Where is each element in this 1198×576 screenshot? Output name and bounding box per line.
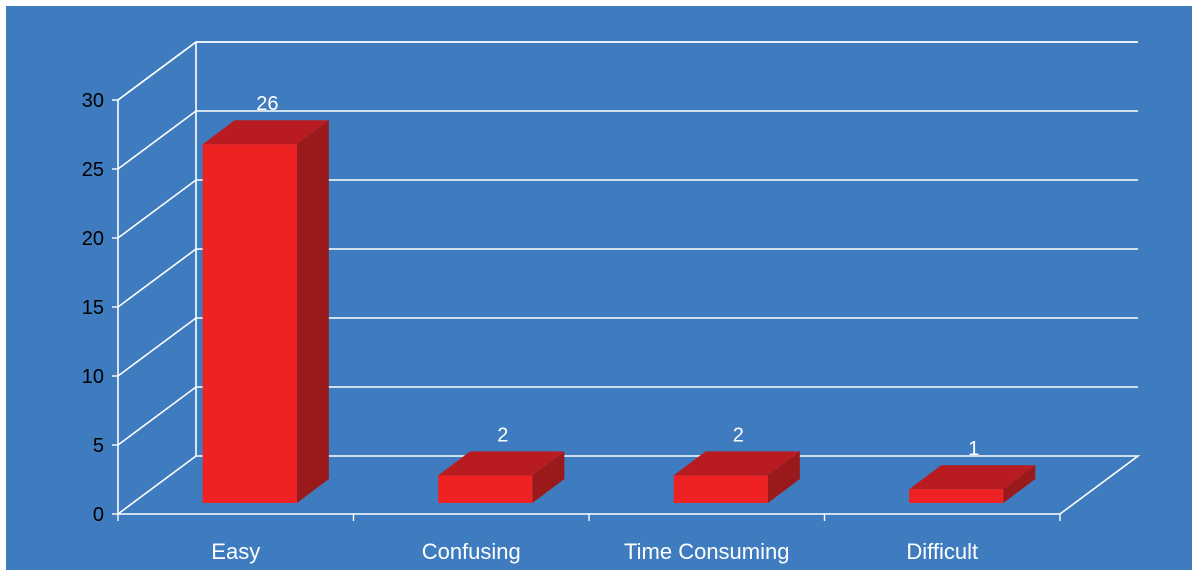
bar-front xyxy=(909,489,1004,503)
x-axis-ticks: Easy Confusing Time Consuming Difficult xyxy=(117,514,1061,564)
y-tick-label: 0 xyxy=(93,504,104,526)
x-tick-label: Easy xyxy=(211,539,260,564)
y-tick-label: 30 xyxy=(82,90,104,112)
bar-top xyxy=(438,451,565,476)
bar-easy xyxy=(202,120,329,503)
y-axis-ticks: 0 5 10 15 20 25 30 xyxy=(82,90,118,526)
bar-top xyxy=(909,465,1036,490)
x-tick-label: Time Consuming xyxy=(624,539,789,564)
y-tick-label: 15 xyxy=(82,297,104,319)
bar-top xyxy=(673,451,800,476)
bar-side xyxy=(767,451,800,503)
bar-front xyxy=(202,144,297,503)
data-label: 2 xyxy=(497,424,508,446)
gridline xyxy=(117,41,1138,101)
floor-outline xyxy=(117,455,1141,515)
x-tick-label: Confusing xyxy=(422,539,521,564)
bar-time-consuming xyxy=(673,451,800,503)
bar-confusing xyxy=(438,451,565,503)
side-wall-top xyxy=(117,41,197,101)
y-tick-label: 5 xyxy=(93,435,104,457)
bar-side xyxy=(532,451,565,503)
y-tick-label: 10 xyxy=(82,366,104,388)
data-label: 26 xyxy=(256,93,278,115)
bars: 26 2 2 1 xyxy=(202,93,1036,503)
y-tick-label: 20 xyxy=(82,228,104,250)
x-tick-label: Difficult xyxy=(906,539,978,564)
data-label: 1 xyxy=(968,438,979,460)
bar-front xyxy=(673,475,768,503)
gridlines xyxy=(117,41,1141,515)
bar-difficult xyxy=(909,465,1036,503)
bar-front xyxy=(438,475,533,503)
data-label: 2 xyxy=(733,424,744,446)
bar-side xyxy=(1003,465,1036,503)
y-tick-label: 25 xyxy=(82,159,104,181)
bar-top xyxy=(202,120,329,145)
bar-side xyxy=(296,120,329,503)
chart-area: 0 5 10 15 20 25 30 26 2 2 1 Easy Confusing Time Con… xyxy=(6,6,1192,570)
